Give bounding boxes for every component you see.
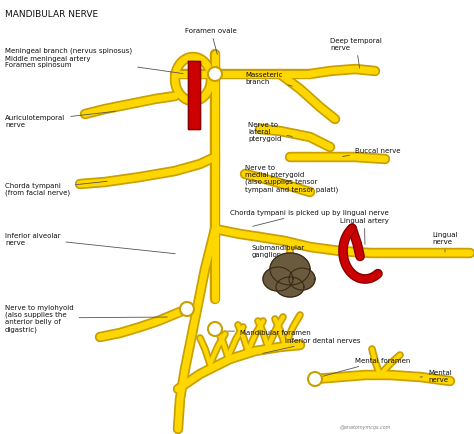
Text: Buccal nerve: Buccal nerve — [343, 148, 401, 157]
Text: Deep temporal
nerve: Deep temporal nerve — [330, 38, 382, 69]
Text: MANDIBULAR NERVE: MANDIBULAR NERVE — [5, 10, 98, 19]
Text: Mental
nerve: Mental nerve — [420, 369, 452, 382]
Text: Masseteric
branch: Masseteric branch — [245, 72, 292, 87]
Text: Chorda tympani is picked up by lingual nerve: Chorda tympani is picked up by lingual n… — [230, 210, 389, 227]
Polygon shape — [188, 62, 200, 130]
Text: Lingual artery: Lingual artery — [340, 217, 389, 245]
Text: @anatomymcqs.com: @anatomymcqs.com — [340, 424, 392, 429]
Text: Chorda tympani
(from facial nerve): Chorda tympani (from facial nerve) — [5, 182, 107, 196]
Polygon shape — [263, 267, 293, 291]
Text: Mandibular foramen: Mandibular foramen — [228, 329, 311, 335]
Text: Foramen ovale: Foramen ovale — [185, 28, 237, 55]
Circle shape — [308, 372, 322, 386]
Circle shape — [180, 302, 194, 316]
Text: Meningeal branch (nervus spinosus)
Middle meningeal artery
Foramen spinosum: Meningeal branch (nervus spinosus) Middl… — [5, 48, 183, 75]
Polygon shape — [289, 268, 315, 290]
Text: Nerve to
medial pterygoid
(also supplies tensor
tympani and tensor palati): Nerve to medial pterygoid (also supplies… — [245, 164, 338, 193]
Text: Nerve to mylohyoid
(also supplies the
anterior belly of
digastric): Nerve to mylohyoid (also supplies the an… — [5, 304, 167, 332]
Text: Nerve to
lateral
pterygoid: Nerve to lateral pterygoid — [248, 122, 292, 141]
Polygon shape — [270, 253, 310, 285]
Circle shape — [208, 68, 222, 82]
Text: Auriculotemporal
nerve: Auriculotemporal nerve — [5, 112, 115, 128]
Circle shape — [208, 322, 222, 336]
Text: Lingual
nerve: Lingual nerve — [432, 231, 457, 253]
Text: Inferior dental nerves: Inferior dental nerves — [263, 337, 361, 354]
Polygon shape — [276, 277, 304, 297]
Text: Mental foramen: Mental foramen — [323, 357, 410, 376]
Text: Inferior alveolar
nerve: Inferior alveolar nerve — [5, 233, 175, 254]
Text: Submandibular
ganglion: Submandibular ganglion — [252, 244, 305, 264]
